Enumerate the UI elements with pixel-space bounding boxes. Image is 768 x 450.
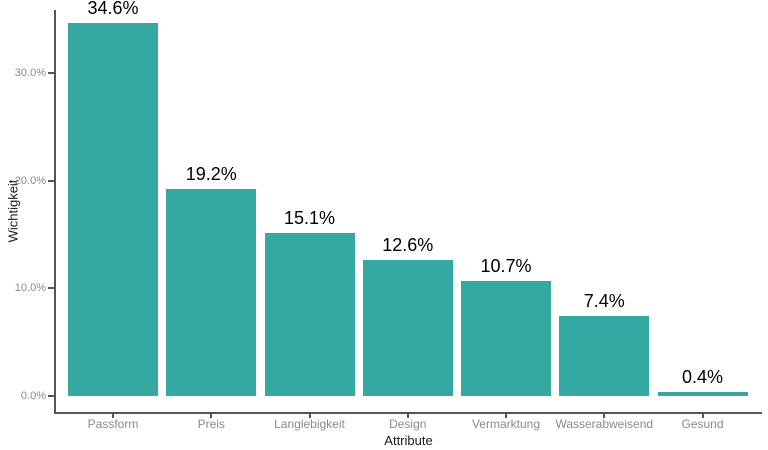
bar-value-label: 19.2% <box>185 164 237 185</box>
y-axis-line <box>54 10 56 414</box>
x-axis-tick-mark <box>308 414 311 418</box>
bar <box>362 260 453 396</box>
x-axis-category-label: Langlebigkeit <box>274 417 345 431</box>
x-axis-tick-mark <box>210 414 213 418</box>
x-axis-category-label: Passform <box>87 417 139 431</box>
bar <box>166 189 257 396</box>
y-axis-tick-mark <box>48 395 54 397</box>
y-axis-tick-label: 20.0% <box>14 174 46 187</box>
y-axis-tick-label: 0.0% <box>20 390 46 402</box>
y-axis-tick-mark <box>48 287 54 290</box>
x-axis-category-label: Design <box>389 417 427 431</box>
x-axis-category-label: Preis <box>197 417 225 431</box>
y-axis-tick-mark <box>48 179 54 182</box>
x-axis-category-label: Wasserabweisend <box>555 417 654 431</box>
x-axis-category-label: Vermarktung <box>471 417 541 431</box>
bar <box>461 280 551 396</box>
x-axis-tick-mark <box>701 414 704 418</box>
x-axis-tick-mark <box>112 414 114 418</box>
bar-value-label: 7.4% <box>583 291 625 312</box>
bar-value-label: 0.4% <box>681 366 724 387</box>
bar <box>68 23 158 396</box>
bar <box>264 233 355 396</box>
bar-value-label: 34.6% <box>87 0 139 19</box>
x-axis-title: Attribute <box>384 433 433 448</box>
y-axis-title: Wichtigkeit <box>5 179 21 243</box>
y-axis-tick-mark <box>48 71 54 74</box>
bar <box>657 391 748 396</box>
bar <box>559 316 650 396</box>
x-axis-tick-mark <box>505 414 507 418</box>
y-axis-tick-label: 10.0% <box>14 282 46 295</box>
bar-value-label: 10.7% <box>480 255 532 276</box>
y-axis-tick-label: 30.0% <box>14 66 46 79</box>
x-axis-tick-mark <box>406 414 409 418</box>
x-axis-tick-mark <box>603 414 606 418</box>
bar-value-label: 12.6% <box>382 235 434 256</box>
bar-value-label: 15.1% <box>283 208 336 229</box>
x-axis-line <box>54 412 762 414</box>
x-axis-category-label: Gesund <box>681 417 724 431</box>
